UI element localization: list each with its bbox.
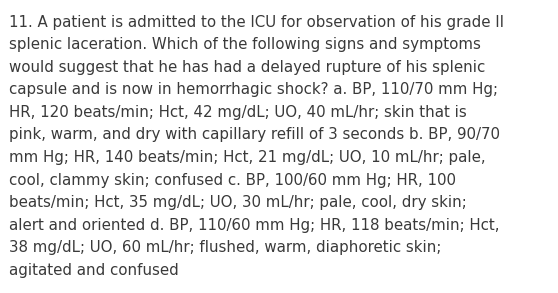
Text: splenic laceration. Which of the following signs and symptoms: splenic laceration. Which of the followi…	[9, 37, 481, 52]
Text: 11. A patient is admitted to the ICU for observation of his grade II: 11. A patient is admitted to the ICU for…	[9, 15, 504, 30]
Text: would suggest that he has had a delayed rupture of his splenic: would suggest that he has had a delayed …	[9, 60, 485, 75]
Text: agitated and confused: agitated and confused	[9, 263, 179, 278]
Text: capsule and is now in hemorrhagic shock? a. BP, 110/70 mm Hg;: capsule and is now in hemorrhagic shock?…	[9, 82, 498, 97]
Text: alert and oriented d. BP, 110/60 mm Hg; HR, 118 beats/min; Hct,: alert and oriented d. BP, 110/60 mm Hg; …	[9, 218, 499, 233]
Text: beats/min; Hct, 35 mg/dL; UO, 30 mL/hr; pale, cool, dry skin;: beats/min; Hct, 35 mg/dL; UO, 30 mL/hr; …	[9, 195, 466, 210]
Text: HR, 120 beats/min; Hct, 42 mg/dL; UO, 40 mL/hr; skin that is: HR, 120 beats/min; Hct, 42 mg/dL; UO, 40…	[9, 105, 466, 120]
Text: pink, warm, and dry with capillary refill of 3 seconds b. BP, 90/70: pink, warm, and dry with capillary refil…	[9, 127, 500, 142]
Text: mm Hg; HR, 140 beats/min; Hct, 21 mg/dL; UO, 10 mL/hr; pale,: mm Hg; HR, 140 beats/min; Hct, 21 mg/dL;…	[9, 150, 485, 165]
Text: 38 mg/dL; UO, 60 mL/hr; flushed, warm, diaphoretic skin;: 38 mg/dL; UO, 60 mL/hr; flushed, warm, d…	[9, 240, 441, 255]
Text: cool, clammy skin; confused c. BP, 100/60 mm Hg; HR, 100: cool, clammy skin; confused c. BP, 100/6…	[9, 173, 456, 188]
